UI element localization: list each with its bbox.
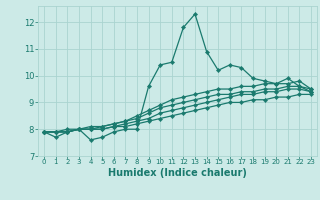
X-axis label: Humidex (Indice chaleur): Humidex (Indice chaleur) [108,168,247,178]
